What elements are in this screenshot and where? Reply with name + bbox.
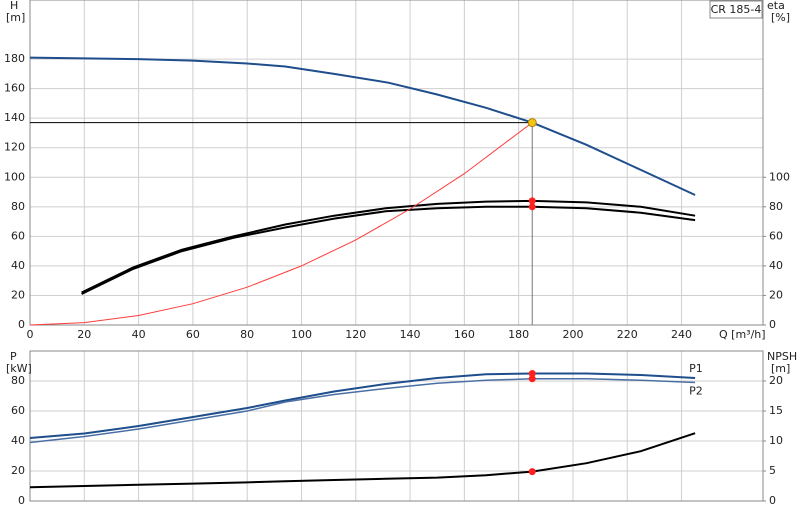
y2-axis-unit: [%]: [771, 11, 790, 24]
series-label: P2: [689, 385, 703, 398]
y-tick-label: 60: [11, 229, 25, 242]
y-tick-label: 100: [4, 170, 25, 183]
y-axis-label: H: [10, 0, 18, 12]
x-tick-label: 60: [186, 328, 200, 341]
y-tick-label: 120: [4, 141, 25, 154]
x-tick-label: 200: [562, 328, 583, 341]
x-tick-label: 220: [617, 328, 638, 341]
operating-point: [528, 370, 536, 377]
series-label: P1: [689, 362, 703, 375]
plot-frame: [29, 0, 764, 326]
x-axis-label: Q [m³/h]: [719, 328, 766, 341]
series-line: [81, 199, 696, 294]
y-tick-label: 140: [4, 111, 25, 124]
x-tick-label: 160: [454, 328, 475, 341]
operating-point: [528, 468, 536, 476]
operating-point: [528, 203, 536, 211]
y-tick-label: 80: [11, 374, 25, 387]
series-line: [29, 378, 696, 444]
y-tick-label: 20: [11, 464, 25, 477]
series-line: [81, 205, 696, 295]
x-tick-label: 0: [27, 328, 34, 341]
y-tick-label: 0: [18, 494, 25, 507]
y2-tick-label: 40: [769, 259, 783, 272]
y-tick-label: 180: [4, 52, 25, 65]
y2-tick-label: 5: [769, 464, 776, 477]
y2-tick-label: 0: [769, 318, 776, 331]
y-tick-label: 0: [18, 318, 25, 331]
x-tick-label: 240: [671, 328, 692, 341]
x-tick-label: 80: [240, 328, 254, 341]
y-tick-label: 40: [11, 259, 25, 272]
y2-tick-label: 20: [769, 288, 783, 301]
x-tick-label: 120: [345, 328, 366, 341]
y2-axis-unit: [m]: [771, 362, 790, 375]
series-line: [29, 372, 696, 439]
y2-tick-label: 80: [769, 200, 783, 213]
plot-frame: [29, 350, 764, 502]
operating-point: [528, 375, 536, 383]
y2-axis-label: eta: [767, 0, 785, 12]
chart-title: CR 185-4: [711, 3, 762, 16]
x-tick-label: 180: [508, 328, 529, 341]
y2-tick-label: 0: [769, 494, 776, 507]
y2-axis-label: NPSH: [767, 350, 797, 363]
y2-tick-label: 10: [769, 434, 783, 447]
y-tick-label: 80: [11, 200, 25, 213]
y-tick-label: 40: [11, 434, 25, 447]
y-tick-label: 20: [11, 288, 25, 301]
y2-tick-label: 15: [769, 404, 783, 417]
x-tick-label: 40: [132, 328, 146, 341]
y2-tick-label: 60: [769, 229, 783, 242]
operating-point: [528, 197, 536, 205]
y-axis-label: P: [10, 350, 17, 363]
y-tick-label: 60: [11, 404, 25, 417]
x-tick-label: 100: [291, 328, 312, 341]
y2-tick-label: 100: [769, 170, 790, 183]
operating-point: [527, 118, 537, 128]
y-axis-unit: [m]: [6, 11, 25, 24]
series-line: [29, 432, 696, 489]
y-axis-unit: [kW]: [6, 362, 32, 375]
x-tick-label: 140: [400, 328, 421, 341]
y-tick-label: 160: [4, 82, 25, 95]
series-line: [29, 122, 533, 326]
y2-tick-label: 20: [769, 374, 783, 387]
title-box: [709, 0, 763, 19]
x-tick-label: 20: [77, 328, 91, 341]
series-line: [29, 56, 696, 196]
